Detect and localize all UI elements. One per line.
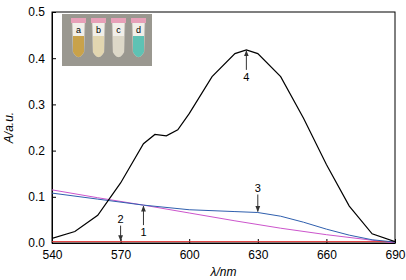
x-tick-label: 630	[248, 248, 268, 262]
inset-cap	[111, 18, 126, 23]
inset-solution	[133, 36, 144, 57]
y-tick-mark	[52, 243, 56, 244]
x-tick-mark	[258, 239, 259, 243]
curve-labels: 1 2 3 4	[118, 51, 261, 241]
x-tick-label: 690	[385, 248, 405, 262]
label-arrow	[143, 206, 144, 225]
x-tick: 660	[317, 239, 337, 262]
inset-solution	[93, 36, 104, 57]
inset-label: d	[136, 25, 141, 35]
label-arrow	[246, 51, 247, 70]
y-tick: 0.5	[28, 5, 56, 19]
y-tick-mark	[52, 104, 56, 105]
x-tick: 630	[248, 239, 268, 262]
inset-cap	[71, 18, 86, 23]
y-tick-mark	[52, 12, 56, 13]
y-tick: 0.1	[28, 190, 56, 204]
y-tick-mark	[52, 58, 56, 59]
inset-background	[62, 14, 152, 66]
inset-label: c	[116, 25, 121, 35]
x-tick-label: 570	[111, 248, 131, 262]
inset-tube	[92, 22, 105, 57]
label-arrow	[257, 195, 258, 212]
y-tick-label: 0.4	[28, 52, 45, 66]
x-axis-line	[53, 243, 396, 244]
x-axis-title: λ/nm	[210, 265, 237, 279]
y-axis: 0.0 0.1 0.2 0.3 0.4 0.5	[28, 5, 56, 250]
x-tick-label: 660	[317, 248, 337, 262]
y-tick-label: 0.5	[28, 5, 45, 19]
curve-label: 2	[118, 213, 124, 225]
label-arrow	[120, 226, 121, 241]
x-axis: 540 570 600 630 660 690	[42, 239, 405, 262]
x-tick: 570	[111, 239, 131, 262]
y-tick-label: 0.0	[28, 236, 45, 250]
chart: 540 570 600 630 660 690 0.0 0.1 0.2 0.3 0.4 0.5 1 2 3 4…	[0, 0, 406, 280]
inset-cap	[131, 18, 146, 23]
curve-label: 3	[255, 182, 261, 194]
inset-label: b	[96, 25, 101, 35]
x-tick: 600	[180, 239, 200, 262]
x-tick-mark	[395, 239, 396, 243]
inset-label: a	[76, 25, 81, 35]
y-axis-title: A/a.u.	[2, 112, 16, 144]
y-axis-line	[52, 13, 53, 244]
inset-solution	[73, 36, 84, 57]
curve-label: 4	[243, 71, 249, 83]
inset-tube	[112, 22, 125, 57]
series-line	[52, 190, 395, 243]
y-tick: 0.4	[28, 52, 56, 66]
series-line	[52, 193, 395, 242]
x-tick-label: 600	[180, 248, 200, 262]
y-tick: 0.2	[28, 144, 56, 158]
inset-photo: a b c d	[62, 14, 152, 66]
series-line	[52, 50, 395, 242]
x-tick-mark	[326, 239, 327, 243]
y-tick-label: 0.2	[28, 144, 45, 158]
y-tick-mark	[52, 197, 56, 198]
inset-solution	[113, 36, 124, 57]
x-tick-label: 540	[42, 248, 62, 262]
plot: 540 570 600 630 660 690 0.0 0.1 0.2 0.3 0.4 0.5 1 2 3 4…	[28, 5, 406, 261]
x-tick-mark	[189, 239, 190, 243]
y-tick-label: 0.3	[28, 98, 45, 112]
y-tick: 0.3	[28, 98, 56, 112]
inset-cap	[91, 18, 106, 23]
inset-tube	[72, 22, 85, 57]
y-tick-mark	[52, 151, 56, 152]
inset-tube	[132, 22, 145, 57]
y-tick: 0.0	[28, 236, 56, 250]
series-line	[52, 241, 395, 242]
curve-label: 1	[140, 226, 146, 238]
plot-frame	[52, 12, 395, 243]
series-lines	[52, 50, 395, 243]
y-tick-label: 0.1	[28, 190, 45, 204]
